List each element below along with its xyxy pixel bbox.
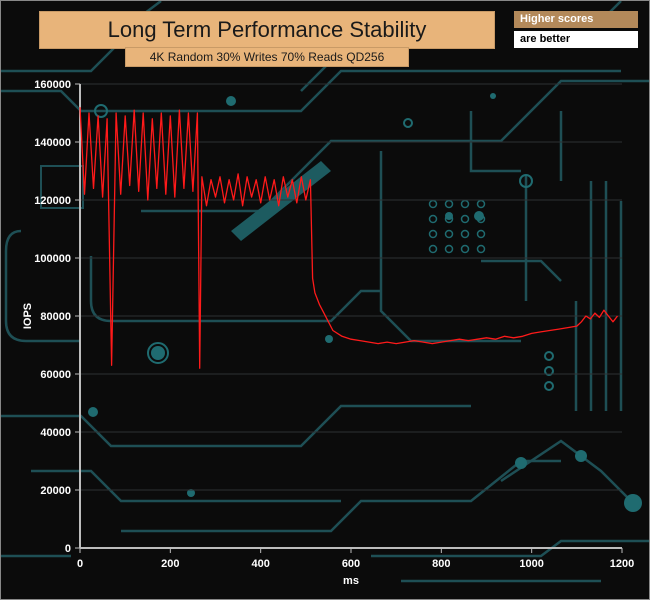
x-axis-label: ms (343, 575, 359, 587)
circuit-trace (1, 404, 471, 448)
circuit-pad (624, 494, 642, 512)
circuit-grid-dot (428, 229, 438, 239)
circuit-trace (500, 439, 632, 502)
circuit-grid-dot (428, 244, 438, 254)
circuit-ring (544, 366, 554, 376)
circuit-grid-dot (460, 244, 470, 254)
circuit-ring (94, 104, 108, 118)
circuit-background (1, 1, 649, 583)
series-line-0 (79, 107, 619, 369)
series-layer (79, 107, 619, 369)
x-tick-label: 600 (342, 558, 360, 570)
circuit-trace (31, 469, 341, 503)
legend-label-2: are better (520, 33, 571, 45)
circuit-grid-dot (428, 214, 438, 224)
x-tick-label: 1200 (610, 558, 634, 570)
circuit-grid-dot (476, 199, 486, 209)
circuit-pad (88, 407, 98, 417)
x-tick-label: 200 (161, 558, 179, 570)
circuit-grid-dot (476, 244, 486, 254)
y-axis-label: IOPS (22, 303, 34, 329)
gridlines (80, 83, 622, 549)
y-tick-label: 140000 (34, 137, 71, 149)
y-tick-label: 20000 (40, 485, 71, 497)
y-tick-label: 160000 (34, 79, 71, 91)
y-tick-label: 100000 (34, 253, 71, 265)
y-tick-label: 40000 (40, 427, 71, 439)
circuit-trace (141, 79, 649, 213)
circuit-trace (469, 111, 521, 173)
circuit-trace (1, 69, 621, 113)
y-tick-label: 120000 (34, 195, 71, 207)
circuit-grid-dot (460, 229, 470, 239)
y-tick-label: 60000 (40, 369, 71, 381)
circuit-pad (325, 335, 333, 343)
y-tick-labels: 0 20000 40000 60000 80000 100000 120000 140000 1… (34, 79, 80, 555)
circuit-ring (544, 381, 554, 391)
circuit-pad (490, 93, 496, 99)
circuit-grid-dot (460, 199, 470, 209)
circuit-pad (187, 489, 195, 497)
circuit-grid-dot (476, 229, 486, 239)
circuit-trace (481, 259, 562, 282)
circuit-grid-dot (444, 214, 454, 224)
circuit-grid-dot (444, 244, 454, 254)
circuit-pad (226, 96, 236, 106)
y-tick-label: 80000 (40, 311, 71, 323)
subtitle-box: 4K Random 30% Writes 70% Reads QD256 (125, 47, 409, 67)
legend-are-better: are better (514, 31, 638, 48)
circuit-trace (121, 459, 561, 533)
circuit-pad (515, 457, 527, 469)
legend-higher-scores: Higher scores (514, 11, 638, 28)
circuit-grid-dot (428, 199, 438, 209)
circuit-grid-dot (460, 214, 470, 224)
chart-subtitle: 4K Random 30% Writes 70% Reads QD256 (149, 50, 385, 64)
x-tick-label: 400 (251, 558, 269, 570)
circuit-pad (151, 346, 165, 360)
circuit-ring (544, 351, 554, 361)
x-tick-label: 0 (77, 558, 83, 570)
circuit-grid-dot (444, 199, 454, 209)
x-tick-label: 1000 (519, 558, 543, 570)
x-tick-label: 800 (432, 558, 450, 570)
circuit-trace (379, 151, 521, 343)
circuit-ring (403, 118, 413, 128)
circuit-block (231, 161, 331, 241)
y-tick-label: 0 (65, 543, 71, 555)
title-box: Long Term Performance Stability (39, 11, 495, 49)
circuit-ring (147, 342, 169, 364)
circuit-trace (4, 229, 81, 343)
circuit-ring (519, 174, 533, 188)
circuit-grid-dot (444, 229, 454, 239)
circuit-grid-dot (476, 214, 486, 224)
circuit-trace (89, 256, 381, 323)
circuit-chip (40, 165, 84, 209)
chart-title: Long Term Performance Stability (107, 17, 427, 42)
circuit-pad (575, 450, 587, 462)
legend-label-1: Higher scores (520, 13, 594, 25)
x-tick-labels: 0 200 400 600 800 1000 1200 (77, 548, 634, 570)
